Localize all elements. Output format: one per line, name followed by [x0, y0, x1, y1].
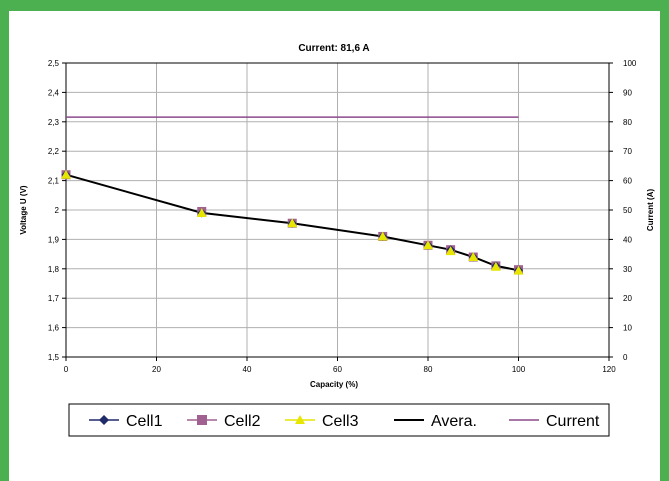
y2-tick-label: 0	[623, 353, 628, 362]
y2-tick-label: 90	[623, 88, 632, 97]
y2-tick-label: 70	[623, 147, 632, 156]
y-tick-label: 1,7	[48, 294, 60, 303]
y-tick-label: 1,8	[48, 265, 60, 274]
data-point-cell3	[287, 218, 298, 228]
y2-tick-label: 30	[623, 265, 632, 274]
y-tick-label: 2	[55, 206, 60, 215]
x-axis-label: Capacity (%)	[310, 380, 358, 389]
y-tick-label: 1,6	[48, 324, 60, 333]
chart-title: Current: 81,6 A	[298, 43, 369, 54]
y2-tick-label: 10	[623, 324, 632, 333]
y-tick-label: 1,9	[48, 235, 60, 244]
x-tick-label: 80	[424, 365, 433, 374]
y-tick-label: 2,5	[48, 59, 60, 68]
chart-frame: 1,5 1,6 1,7 1,8 1,9 2 2,1 2,2 2,3 2,4 2,5 0 10 20 30 40…	[9, 11, 660, 481]
y2-tick-label: 50	[623, 206, 632, 215]
data-point-cell3	[445, 246, 456, 256]
data-point-cell3	[490, 261, 501, 271]
y-tick-label: 2,4	[48, 88, 60, 97]
y-axis-label: Voltage U (V)	[19, 185, 28, 235]
plot-area-border	[65, 62, 610, 358]
y2-tick-label: 100	[623, 59, 637, 68]
legend-marker	[295, 415, 305, 424]
data-point-cell3	[468, 252, 479, 262]
legend-label: Cell2	[224, 413, 261, 430]
x-tick-label: 40	[243, 365, 252, 374]
grid	[65, 62, 610, 358]
data-point-cell3	[377, 231, 388, 241]
data-point-cell3	[423, 240, 433, 250]
legend-label: Cell1	[126, 413, 163, 430]
legend-marker	[99, 415, 109, 425]
x-tick-label: 20	[152, 365, 161, 374]
y2-tick-label: 80	[623, 118, 632, 127]
series	[61, 116, 524, 275]
x-tick-label: 100	[512, 365, 526, 374]
y-tick-label: 2,2	[48, 147, 60, 156]
data-point-cell3	[61, 169, 71, 179]
y2-axis-label: Current (A)	[646, 189, 655, 232]
y2-tick-label: 40	[623, 235, 632, 244]
legend: Cell1 Cell2 Cell3 Avera. Current	[68, 403, 610, 437]
axes: 1,5 1,6 1,7 1,8 1,9 2 2,1 2,2 2,3 2,4 2,5 0 10 20 30 40…	[48, 59, 637, 374]
chart: 1,5 1,6 1,7 1,8 1,9 2 2,1 2,2 2,3 2,4 2,5 0 10 20 30 40…	[19, 43, 655, 437]
x-tick-label: 0	[64, 365, 69, 374]
legend-label: Cell3	[322, 413, 359, 430]
x-tick-label: 120	[602, 365, 616, 374]
y-tick-label: 2,1	[48, 177, 60, 186]
y2-tick-label: 20	[623, 294, 632, 303]
y2-tick-label: 60	[623, 177, 632, 186]
x-tick-label: 60	[333, 365, 342, 374]
legend-label: Current	[546, 413, 600, 430]
data-point-cell3	[513, 265, 524, 275]
y-tick-label: 2,3	[48, 118, 60, 127]
data-point-cell3	[196, 207, 207, 217]
legend-marker	[197, 415, 207, 425]
y-tick-label: 1,5	[48, 353, 60, 362]
legend-label: Avera.	[431, 413, 477, 430]
